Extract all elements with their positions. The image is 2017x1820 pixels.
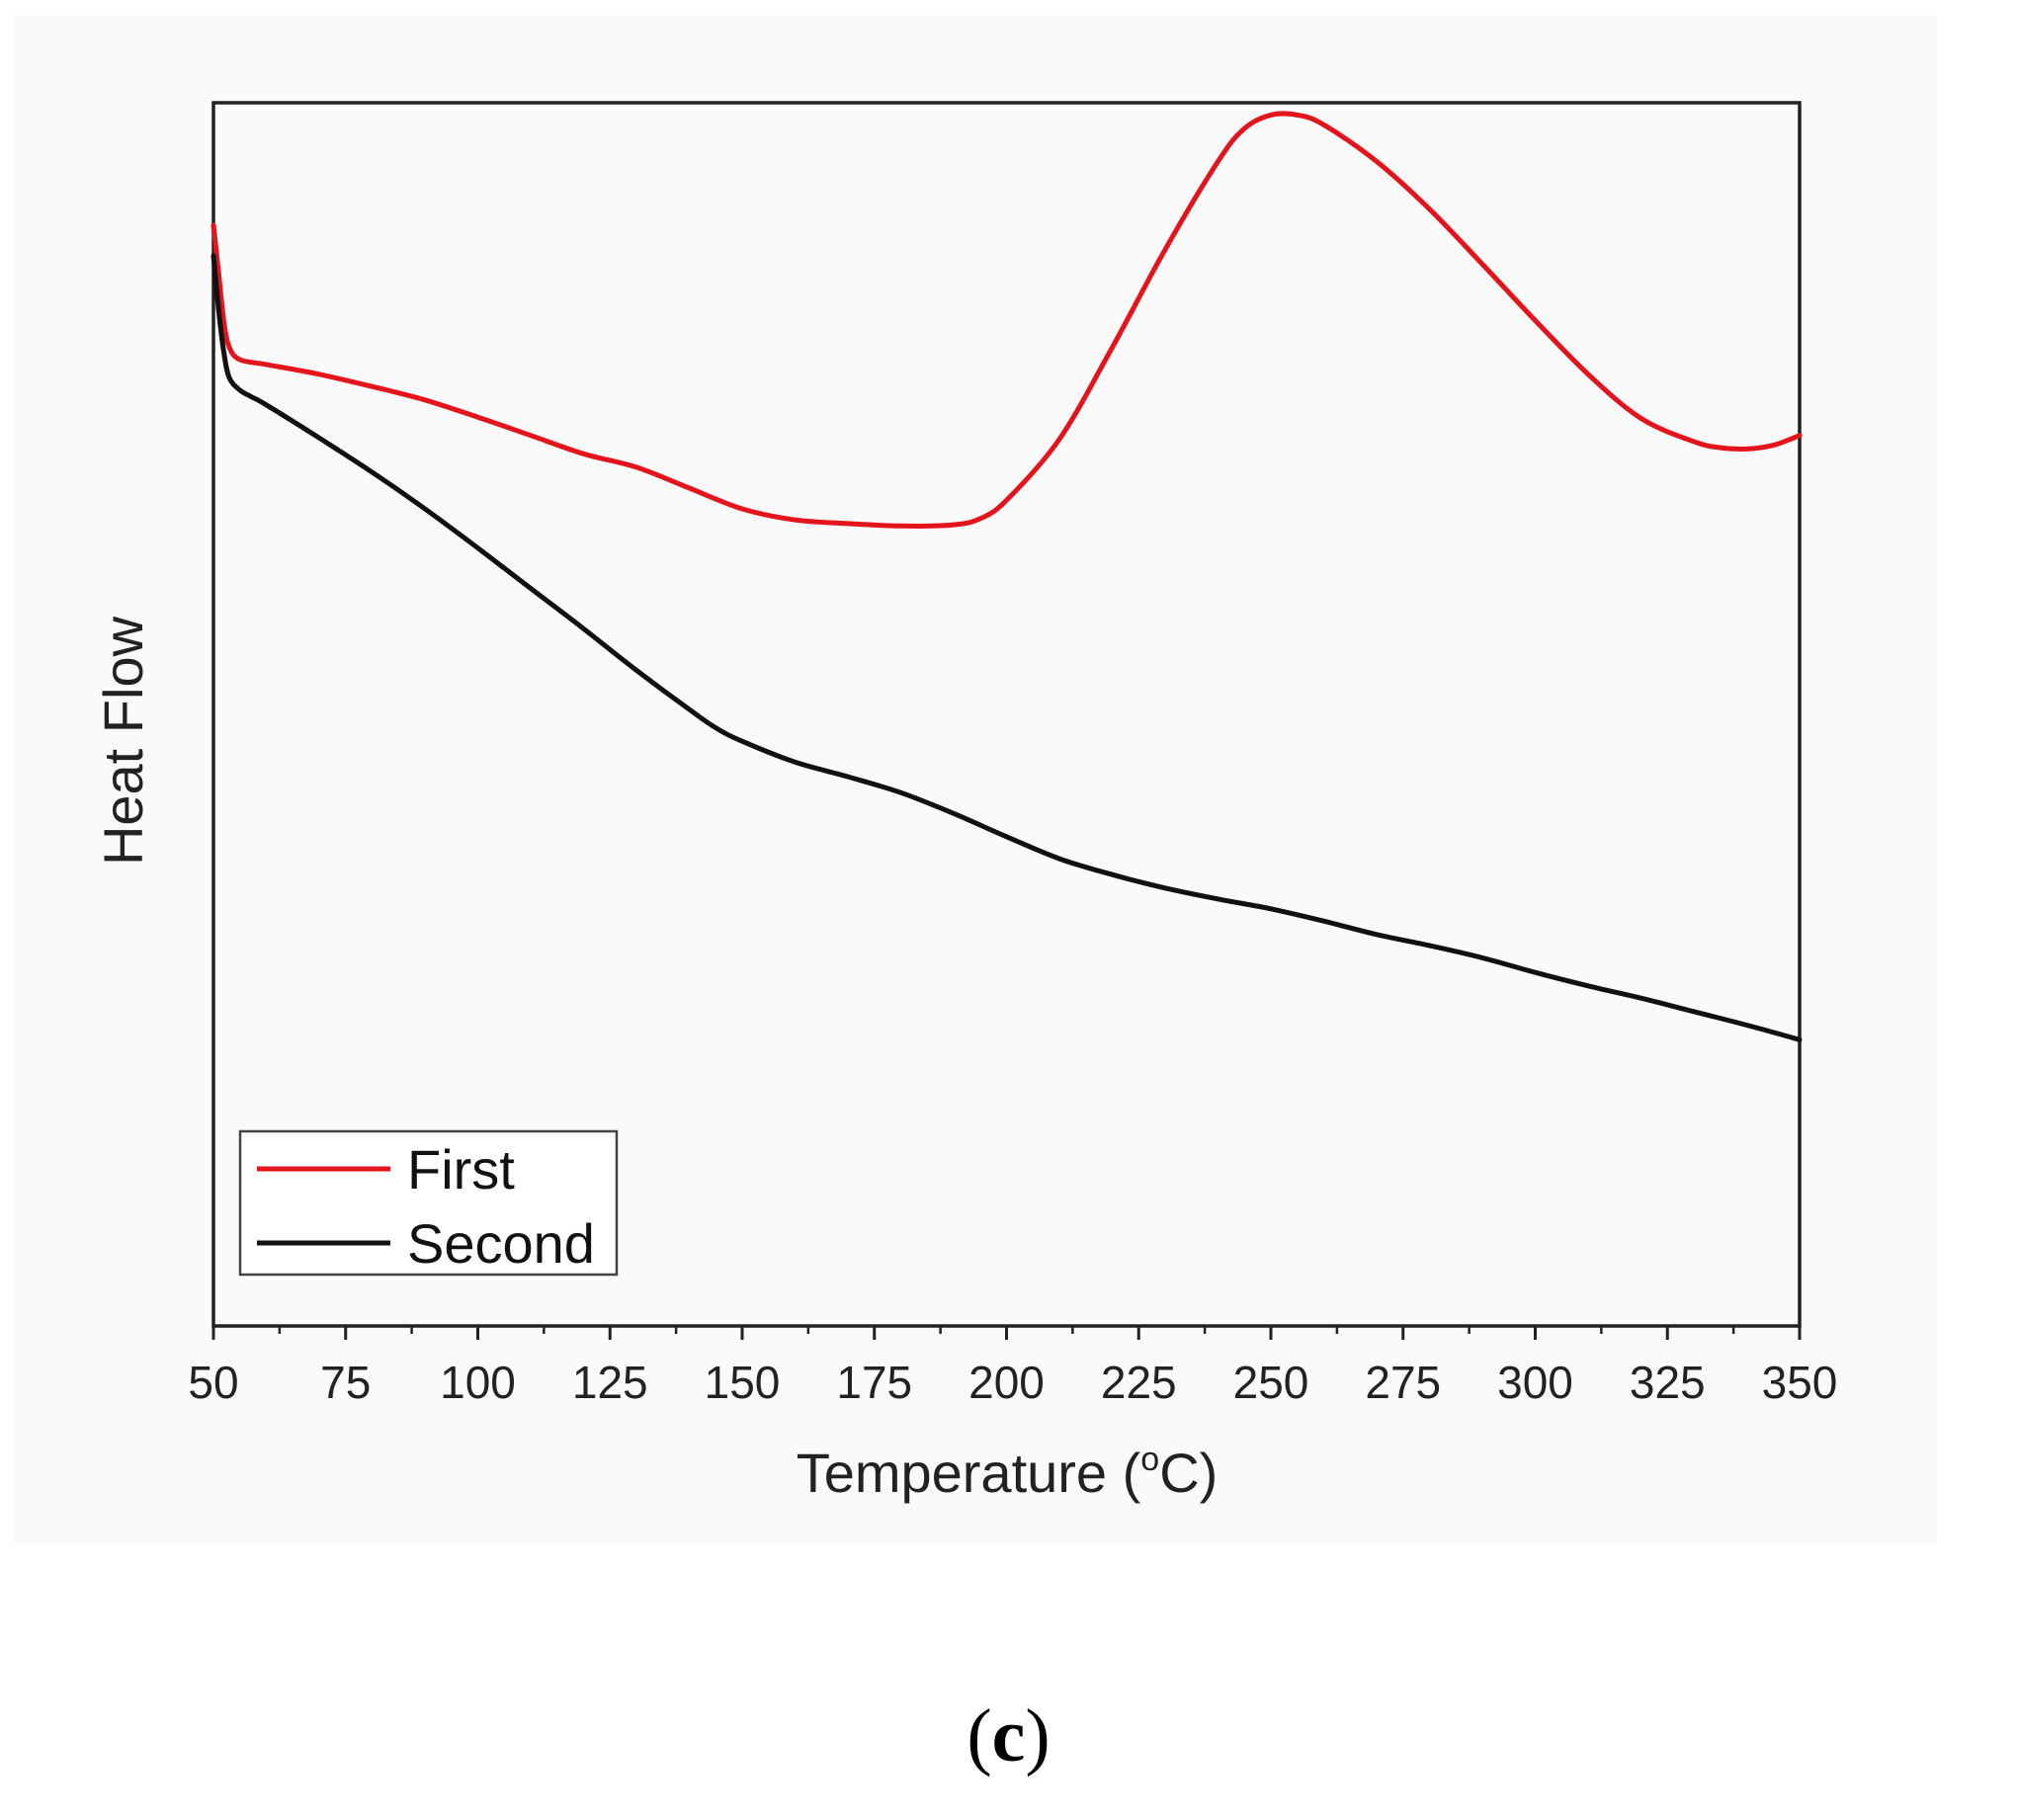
x-axis-title: Temperature (oC) bbox=[797, 1441, 1219, 1504]
x-tick-label: 200 bbox=[968, 1357, 1045, 1408]
legend-label-second: Second bbox=[407, 1212, 595, 1275]
chart: 50 75 100 125 150 175 200 225 250 275 300 325 350 Fi… bbox=[92, 101, 1837, 1504]
legend-box bbox=[238, 1129, 619, 1277]
x-tick-label: 75 bbox=[320, 1357, 371, 1408]
figure-panel: 50 75 100 125 150 175 200 225 250 275 300 325 350 Fi… bbox=[14, 15, 1937, 1544]
x-tick-label: 150 bbox=[705, 1357, 781, 1408]
legend: First Second bbox=[238, 1129, 619, 1277]
x-tick-label: 175 bbox=[836, 1357, 912, 1408]
x-tick-label: 125 bbox=[572, 1357, 648, 1408]
series-layer bbox=[210, 111, 1803, 1042]
panel-label: (c) bbox=[0, 1694, 2017, 1779]
panel-label-open: ( bbox=[966, 1695, 992, 1778]
x-ticks: 50 75 100 125 150 175 200 225 250 275 300 325 350 bbox=[188, 1326, 1837, 1408]
x-tick-label: 325 bbox=[1630, 1357, 1706, 1408]
panel-label-letter: c bbox=[991, 1695, 1026, 1778]
series-line-second bbox=[210, 253, 1803, 1042]
x-axis-title-unit: C) bbox=[1159, 1442, 1218, 1504]
plot-area bbox=[211, 101, 1802, 1328]
x-tick-label: 350 bbox=[1762, 1357, 1838, 1408]
x-tick-label: 275 bbox=[1365, 1357, 1441, 1408]
x-tick-label: 300 bbox=[1497, 1357, 1573, 1408]
legend-label-first: First bbox=[407, 1138, 515, 1200]
x-axis-title-degree: o bbox=[1140, 1441, 1159, 1478]
series-line-first bbox=[210, 111, 1803, 529]
x-tick-label: 50 bbox=[188, 1357, 238, 1408]
y-axis-title: Heat Flow bbox=[92, 616, 154, 866]
x-tick-label: 225 bbox=[1101, 1357, 1177, 1408]
x-tick-label: 250 bbox=[1233, 1357, 1309, 1408]
panel-label-close: ) bbox=[1025, 1695, 1051, 1778]
x-tick-label: 100 bbox=[440, 1357, 516, 1408]
x-axis-title-main: Temperature ( bbox=[797, 1442, 1141, 1504]
